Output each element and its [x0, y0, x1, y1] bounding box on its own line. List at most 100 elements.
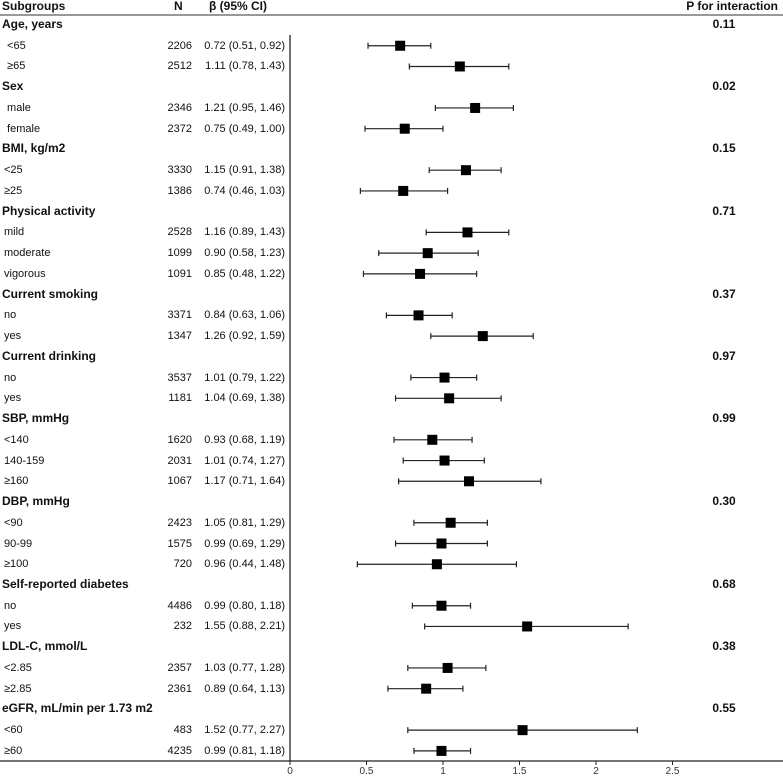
beta-ci-text: 0.99 (0.69, 1.29) — [204, 537, 285, 550]
subgroup-label: yes — [4, 330, 22, 343]
group-label: BMI, kg/m2 — [2, 141, 66, 156]
subgroup-label: no — [4, 599, 17, 612]
n-value: 1181 — [168, 392, 192, 405]
x-tick-label: 0.5 — [359, 766, 374, 777]
point-estimate — [399, 123, 410, 134]
point-estimate — [439, 455, 450, 466]
point-estimate — [444, 393, 455, 404]
point-estimate — [436, 538, 447, 549]
p-interaction-value: 0.38 — [712, 639, 736, 654]
n-value: 3371 — [167, 309, 192, 322]
subgroup-label: no — [4, 371, 17, 384]
x-tick-label: 2 — [593, 766, 599, 777]
group-label: DBP, mmHg — [2, 494, 70, 509]
p-interaction-value: 0.97 — [712, 348, 736, 363]
subgroup-label: <90 — [4, 516, 23, 529]
point-estimate — [460, 165, 471, 176]
x-tick-label: 2.5 — [665, 766, 680, 777]
point-estimate — [422, 248, 433, 259]
p-interaction-value: 0.55 — [712, 701, 736, 716]
subgroup-label: <25 — [4, 164, 23, 177]
subgroup-label: moderate — [4, 247, 51, 260]
beta-ci-text: 0.96 (0.44, 1.48) — [204, 558, 285, 571]
beta-ci-text: 1.21 (0.95, 1.46) — [204, 101, 285, 114]
n-value: 1347 — [167, 330, 192, 343]
n-value: 2206 — [167, 39, 192, 52]
n-value: 2361 — [167, 682, 192, 695]
beta-ci-text: 1.11 (0.78, 1.43) — [205, 60, 285, 73]
point-estimate — [462, 227, 473, 238]
point-estimate — [464, 476, 475, 487]
subgroup-label: vigorous — [4, 267, 46, 280]
group-label: Current drinking — [2, 348, 97, 363]
p-interaction-value: 0.15 — [712, 141, 736, 156]
subgroup-label: <65 — [4, 39, 26, 52]
beta-ci-text: 0.74 (0.46, 1.03) — [204, 184, 285, 197]
beta-ci-text: 0.99 (0.80, 1.18) — [204, 599, 285, 612]
point-estimate — [454, 61, 465, 72]
header-n: N — [174, 0, 183, 13]
point-estimate — [436, 600, 447, 611]
subgroup-label: ≥100 — [4, 558, 29, 571]
n-value: 3537 — [167, 371, 192, 384]
group-label: eGFR, mL/min per 1.73 m2 — [2, 701, 153, 716]
subgroup-label: <140 — [4, 433, 29, 446]
group-label: SBP, mmHg — [2, 411, 70, 426]
p-interaction-value: 0.37 — [712, 286, 736, 301]
point-estimate — [445, 517, 456, 528]
n-value: 1091 — [167, 267, 192, 280]
beta-ci-text: 0.75 (0.49, 1.00) — [204, 122, 285, 135]
point-estimate — [442, 662, 453, 673]
subgroup-label: mild — [4, 226, 25, 239]
n-value: 4235 — [167, 744, 192, 757]
subgroup-label: yes — [4, 392, 22, 405]
x-tick-label: 1 — [440, 766, 446, 777]
point-estimate — [421, 683, 432, 694]
subgroup-label: <2.85 — [4, 661, 32, 674]
n-value: 2031 — [167, 454, 192, 467]
beta-ci-text: 0.90 (0.58, 1.23) — [204, 247, 285, 260]
subgroup-label: yes — [4, 620, 22, 633]
n-value: 720 — [173, 558, 192, 571]
beta-ci-text: 1.16 (0.89, 1.43) — [204, 226, 285, 239]
point-estimate — [415, 268, 426, 279]
point-estimate — [427, 434, 438, 445]
beta-ci-text: 1.03 (0.77, 1.28) — [204, 661, 285, 674]
subgroup-label: <60 — [4, 724, 23, 737]
n-value: 2372 — [167, 122, 192, 135]
n-value: 3330 — [167, 164, 192, 177]
subgroup-label: female — [4, 122, 41, 135]
beta-ci-text: 1.01 (0.74, 1.27) — [204, 454, 285, 467]
n-value: 2423 — [167, 516, 192, 529]
point-estimate — [398, 185, 409, 196]
beta-ci-text: 1.01 (0.79, 1.22) — [204, 371, 285, 384]
beta-ci-text: 0.72 (0.51, 0.92) — [204, 39, 285, 52]
p-interaction-value: 0.68 — [712, 576, 736, 591]
p-interaction-value: 0.30 — [712, 494, 736, 509]
beta-ci-text: 1.55 (0.88, 2.21) — [204, 620, 285, 633]
point-estimate — [413, 310, 424, 321]
n-value: 2357 — [167, 661, 192, 674]
subgroup-label: ≥2.85 — [4, 682, 32, 695]
beta-ci-text: 1.15 (0.91, 1.38) — [204, 164, 285, 177]
subgroup-label: ≥65 — [4, 60, 26, 73]
n-value: 483 — [173, 724, 192, 737]
n-value: 2512 — [167, 60, 192, 73]
subgroup-label: male — [4, 101, 31, 114]
header-p-interaction: P for interaction — [686, 0, 778, 13]
point-estimate — [477, 331, 488, 342]
n-value: 4486 — [167, 599, 192, 612]
beta-ci-text: 0.93 (0.68, 1.19) — [204, 433, 285, 446]
beta-ci-text: 1.05 (0.81, 1.29) — [204, 516, 285, 529]
subgroup-label: 140-159 — [4, 454, 45, 467]
group-label: LDL-C, mmol/L — [2, 639, 88, 654]
point-estimate — [522, 621, 533, 632]
p-interaction-value: 0.71 — [712, 203, 736, 218]
p-interaction-value: 0.02 — [712, 79, 736, 94]
subgroup-label: no — [4, 309, 17, 322]
n-value: 1099 — [167, 247, 192, 260]
p-interaction-value: 0.11 — [712, 17, 736, 31]
point-estimate — [470, 102, 481, 113]
point-estimate — [431, 559, 442, 570]
